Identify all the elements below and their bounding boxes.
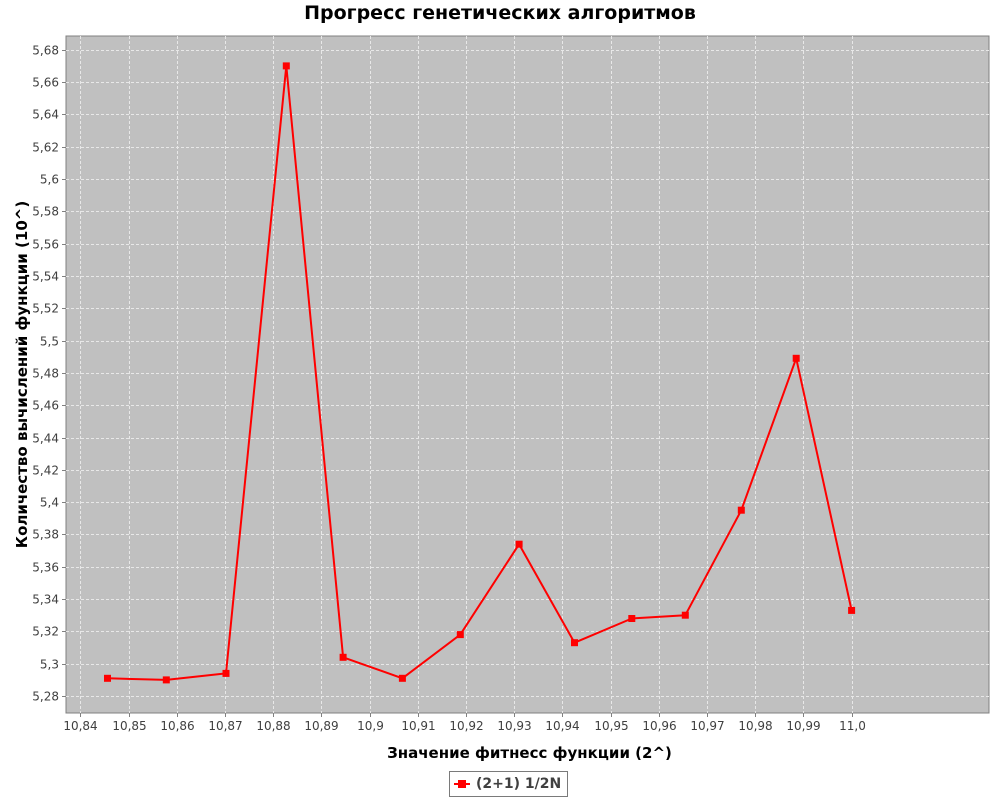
y-tick-label: 5,44 [32, 432, 59, 446]
x-tick-label: 10,92 [449, 719, 483, 733]
y-tick-label: 5,36 [32, 561, 59, 575]
grid-lines [66, 36, 989, 713]
y-tick-label: 5,34 [32, 593, 59, 607]
x-tick-label: 10,91 [401, 719, 435, 733]
data-point [737, 506, 745, 514]
x-tick-label: 10,93 [497, 719, 531, 733]
data-point [628, 615, 636, 622]
data-point [282, 62, 290, 70]
legend-series-marker [454, 779, 470, 789]
x-tick-label: 10,89 [304, 719, 338, 733]
data-point [515, 540, 523, 548]
x-tick-label: 10,86 [160, 719, 194, 733]
x-tick-label: 10,96 [642, 719, 676, 733]
y-tick-label: 5,5 [40, 335, 59, 349]
y-tick-label: 5,66 [32, 76, 59, 90]
y-tick-label: 5,28 [32, 690, 59, 704]
y-axis-label: Количество вычислений функции (10^) [13, 201, 31, 548]
x-tick-label: 10,88 [256, 719, 290, 733]
series-line [107, 64, 853, 681]
data-point [848, 606, 856, 614]
chart-title: Прогресс генетических алгоритмов [304, 2, 696, 24]
series-layer [104, 62, 856, 684]
y-tick-label: 5,48 [32, 367, 59, 381]
data-point [398, 674, 406, 682]
axes: 5,28 5,3 5,32 5,34 5,36 5,38 5,4 5,42 5,44 5,46 5,… [32, 44, 866, 734]
x-tick-label: 10,85 [112, 719, 146, 733]
y-tick-label: 5,46 [32, 399, 59, 413]
legend-series-label: (2+1) 1/2N [476, 776, 562, 792]
y-tick-label: 5,62 [32, 141, 59, 155]
data-point [571, 639, 578, 647]
x-tick-label: 10,98 [738, 719, 772, 733]
y-tick-label: 5,32 [32, 625, 59, 639]
x-tick-label: 10,94 [545, 719, 579, 733]
x-tick-label: 10,99 [786, 719, 820, 733]
y-tick-label: 5,4 [40, 496, 59, 510]
x-tick-label: 10,97 [690, 719, 724, 733]
data-point [104, 674, 111, 682]
x-tick-label: 10,95 [594, 719, 628, 733]
y-tick-label: 5,6 [40, 173, 59, 187]
y-tick-label: 5,56 [32, 238, 59, 252]
data-point [681, 611, 689, 619]
data-point [162, 676, 170, 684]
y-tick-label: 5,38 [32, 528, 59, 542]
y-tick-label: 5,42 [32, 464, 59, 478]
y-tick-label: 5,3 [40, 658, 59, 672]
x-tick-label: 11,0 [839, 719, 866, 733]
data-point [792, 354, 800, 362]
y-tick-label: 5,54 [32, 270, 59, 284]
y-tick-label: 5,68 [32, 44, 59, 58]
data-point [339, 653, 347, 661]
y-tick-label: 5,64 [32, 108, 59, 122]
data-point [222, 669, 230, 677]
plot-area [65, 35, 990, 714]
x-axis-label: Значение фитнесс функции (2^) [387, 744, 672, 762]
x-tick-label: 10,9 [357, 719, 384, 733]
x-tick-label: 10,84 [63, 719, 97, 733]
legend: (2+1) 1/2N [449, 771, 569, 797]
data-point [456, 631, 464, 639]
y-tick-label: 5,52 [32, 302, 59, 316]
y-tick-label: 5,58 [32, 205, 59, 219]
x-tick-label: 10,87 [208, 719, 242, 733]
